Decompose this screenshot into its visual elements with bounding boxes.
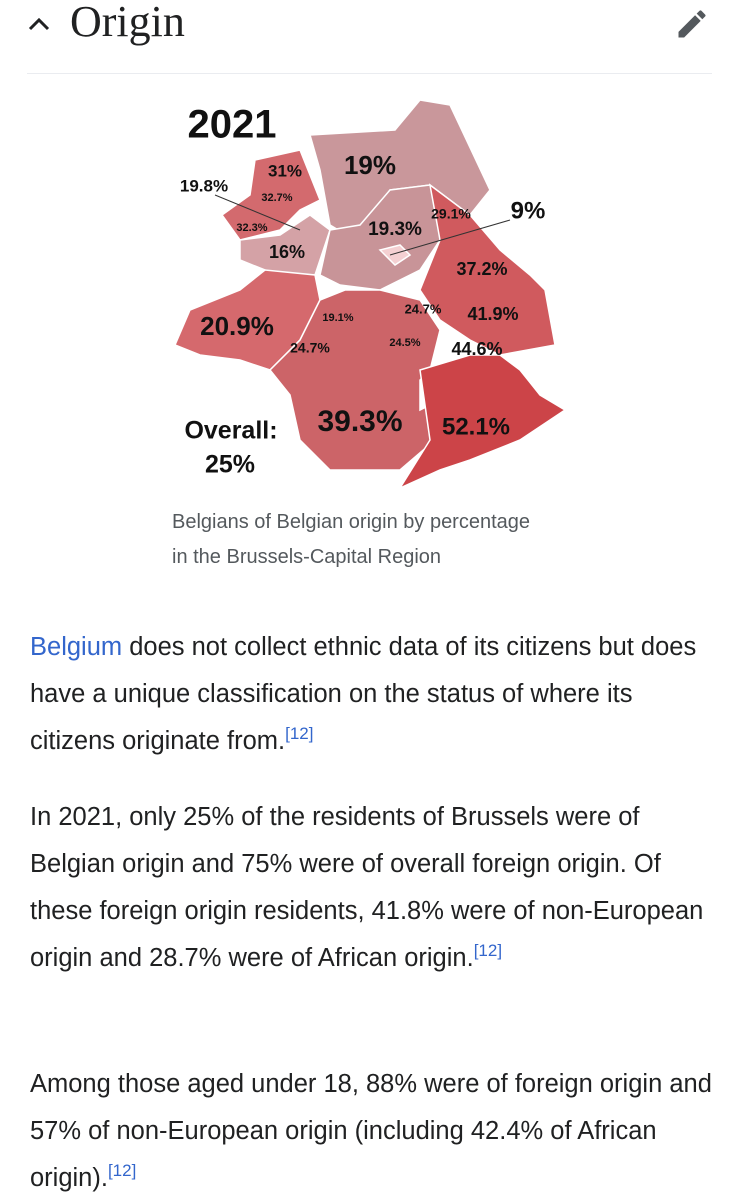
region-label: 32.3%	[236, 222, 267, 234]
reference[interactable]: [12]	[473, 941, 503, 960]
paragraph-text: Among those aged under 18, 88% were of f…	[30, 1070, 712, 1192]
region-label: 19.3%	[368, 219, 422, 240]
region-label: 19%	[344, 150, 396, 180]
map-title: 2021	[188, 103, 277, 147]
divider	[27, 73, 712, 74]
reference[interactable]: [12]	[107, 1161, 137, 1180]
region-label: 41.9%	[467, 304, 518, 324]
region-label: 24.5%	[389, 337, 420, 349]
paragraph-text: does not collect ethnic data of its citi…	[30, 633, 697, 755]
region-label: 9%	[511, 197, 546, 224]
region-label: 19.8%	[180, 176, 228, 195]
overall-label: Overall:	[184, 417, 277, 445]
paragraph-text: In 2021, only 25% of the residents of Br…	[30, 803, 704, 972]
reference[interactable]: [12]	[285, 724, 314, 743]
overall-value: 25%	[205, 451, 255, 479]
region-label: 37.2%	[456, 259, 507, 279]
region-label: 24.7%	[405, 301, 442, 316]
paragraph: In 2021, only 25% of the residents of Br…	[30, 794, 720, 982]
edit-icon[interactable]	[674, 6, 710, 42]
region-label: 20.9%	[200, 311, 274, 341]
region-label: 32.7%	[261, 192, 292, 204]
region-label: 44.6%	[451, 339, 502, 359]
region-label: 29.1%	[431, 206, 471, 222]
paragraph: Belgium does not collect ethnic data of …	[30, 624, 720, 765]
region-label: 31%	[268, 161, 302, 180]
leader-line	[214, 194, 301, 231]
collapse-icon[interactable]	[26, 12, 56, 36]
figure-caption: Belgians of Belgian origin by percentage…	[172, 511, 531, 568]
link[interactable]: Belgium	[30, 633, 123, 661]
map-figure: 2021 Overall: 25% 31% 19% 19.8% 32.7% 29.1% 9…	[174, 99, 567, 490]
leader-line	[389, 219, 511, 256]
section-title: Origin	[70, 0, 185, 46]
region-label: 16%	[269, 242, 305, 262]
region-label: 52.1%	[442, 413, 510, 440]
map-regions	[174, 99, 567, 490]
paragraph: Among those aged under 18, 88% were of f…	[30, 1061, 720, 1199]
region-label: 39.3%	[317, 405, 402, 438]
region-label: 24.7%	[290, 340, 330, 356]
region-label: 19.1%	[322, 312, 353, 324]
